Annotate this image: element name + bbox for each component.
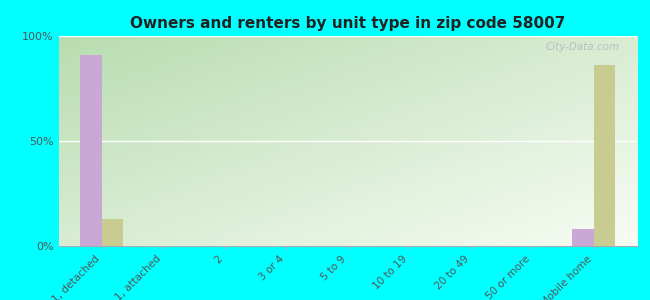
Bar — [573, 229, 594, 246]
Title: Owners and renters by unit type in zip code 58007: Owners and renters by unit type in zip c… — [130, 16, 566, 31]
Bar — [80, 55, 101, 246]
Text: City-Data.com: City-Data.com — [545, 42, 619, 52]
Bar — [101, 219, 123, 246]
Bar — [594, 65, 616, 246]
